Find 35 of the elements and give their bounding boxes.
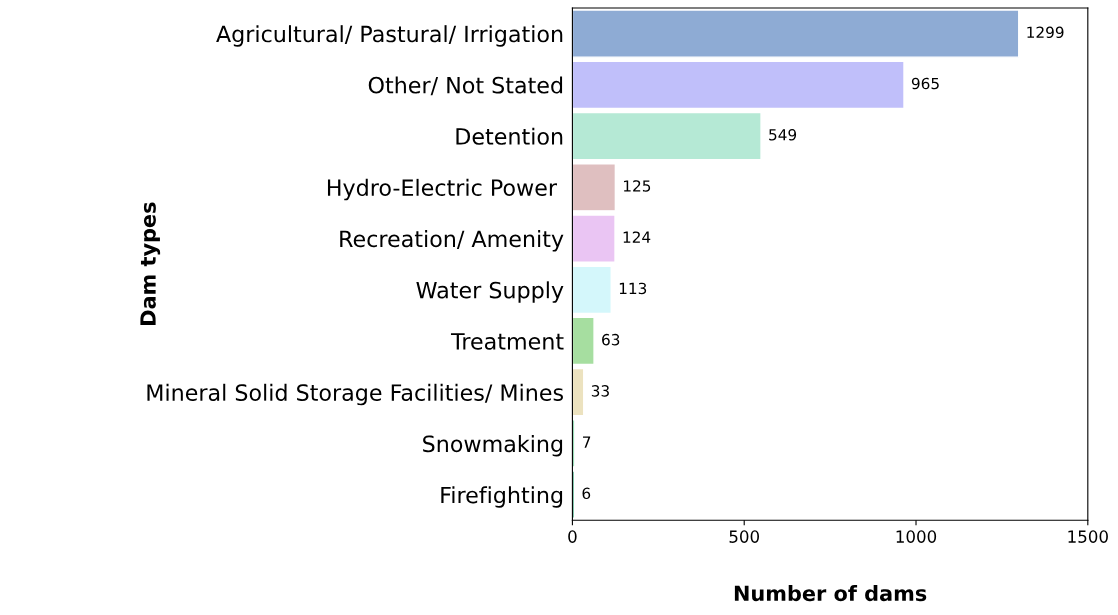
data-label: 965: [911, 77, 939, 90]
y-tick-label: Mineral Solid Storage Facilities/ Mines: [147, 383, 563, 406]
bar: [572, 111, 762, 161]
x-tick-label: 0: [568, 530, 577, 543]
data-label: 1299: [1027, 26, 1064, 39]
x-tick-label: 1500: [1068, 530, 1108, 543]
y-tick-label: Snowmaking: [423, 435, 563, 457]
bar: [572, 316, 595, 366]
data-label: 113: [619, 282, 647, 295]
y-tick-label: Other/ Not Stated: [368, 76, 563, 96]
y-tick-label: Firefighting: [441, 486, 563, 508]
data-label: 125: [623, 180, 651, 192]
bar: [572, 9, 1020, 58]
x-axis-title: Number of dams: [734, 585, 927, 602]
data-label: 63: [602, 333, 620, 346]
y-tick-label: Detention: [456, 127, 563, 145]
data-label: 124: [623, 231, 651, 243]
data-label: 7: [583, 436, 591, 448]
y-tick-label: Recreation/ Amenity: [340, 230, 564, 252]
x-tick-label: 1000: [896, 530, 937, 543]
x-tick-label: 500: [729, 530, 760, 543]
bar: [572, 419, 576, 468]
data-label: 33: [591, 385, 609, 397]
bar: [572, 163, 617, 212]
bar: [572, 265, 612, 315]
data-label: 6: [582, 487, 591, 500]
bar: [572, 367, 585, 417]
y-tick-label: Treatment: [450, 333, 564, 350]
y-tick-label: Agricultural/ Pastural/ Irrigation: [216, 25, 563, 47]
bar: [572, 60, 905, 110]
bar: [572, 214, 616, 263]
data-label: 549: [769, 128, 797, 141]
y-tick-label: Hydro-Electric Power: [327, 178, 558, 201]
y-axis-title: Dam types: [140, 202, 161, 325]
y-tick-label: Water Supply: [416, 281, 564, 303]
